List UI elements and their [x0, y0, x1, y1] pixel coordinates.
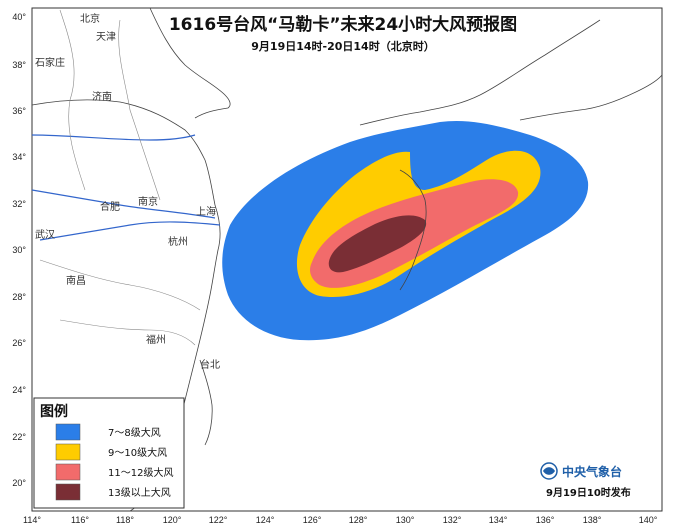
legend-swatch-11-12	[55, 463, 81, 481]
agency-block: 中央气象台 9月19日10时发布	[540, 462, 631, 499]
city-label: 济南	[92, 90, 112, 103]
cma-logo-icon	[540, 462, 558, 480]
zone-13-plus	[328, 215, 427, 273]
lon-tick: 134°	[489, 515, 508, 525]
city-label: 台北	[200, 358, 220, 371]
legend-label: 9～10级大风	[108, 446, 167, 459]
city-label: 武汉	[35, 228, 55, 241]
lat-tick: 24°	[12, 385, 26, 395]
latitude-ticks: 40° 38° 36° 34° 32° 30° 28° 26° 24° 22° …	[12, 12, 26, 488]
lon-tick: 126°	[303, 515, 322, 525]
lat-tick: 40°	[12, 12, 26, 22]
legend-swatch-7-8	[55, 423, 81, 441]
lat-tick: 20°	[12, 478, 26, 488]
lat-tick: 28°	[12, 292, 26, 302]
lon-tick: 120°	[163, 515, 182, 525]
lat-tick: 38°	[12, 60, 26, 70]
lon-tick: 140°	[639, 515, 658, 525]
legend-label: 7～8级大风	[108, 426, 161, 439]
wind-zones	[222, 120, 589, 341]
lat-tick: 26°	[12, 338, 26, 348]
city-label: 北京	[80, 12, 100, 25]
lon-tick: 132°	[443, 515, 462, 525]
lat-tick: 30°	[12, 245, 26, 255]
lat-tick: 36°	[12, 106, 26, 116]
longitude-ticks: 114° 116° 118° 120° 122° 124° 126° 128° …	[23, 515, 658, 525]
city-label: 南昌	[66, 274, 86, 287]
lon-tick: 122°	[209, 515, 228, 525]
legend-swatch-13-plus	[55, 483, 81, 501]
rivers	[31, 134, 221, 241]
map-title: 1616号台风“马勒卡”未来24小时大风预报图	[169, 14, 517, 35]
lon-tick: 138°	[583, 515, 602, 525]
city-label: 石家庄	[35, 56, 65, 69]
legend-label: 11～12级大风	[108, 466, 173, 479]
city-label: 天津	[96, 31, 116, 43]
legend-label: 13级以上大风	[108, 486, 171, 499]
lat-tick: 22°	[12, 432, 26, 442]
city-labels: 北京 天津 石家庄 济南 合肥 南京 上海 武汉 杭州 南昌 福州 台北	[35, 12, 220, 371]
lat-tick: 32°	[12, 199, 26, 209]
legend: 图例 7～8级大风 9～10级大风 11～12级大风 13级以上大风	[33, 397, 185, 509]
lon-tick: 130°	[396, 515, 415, 525]
city-label: 杭州	[168, 235, 188, 248]
lon-tick: 124°	[256, 515, 275, 525]
map-subtitle: 9月19日14时-20日14时（北京时）	[251, 39, 434, 53]
legend-title: 图例	[40, 403, 68, 420]
lon-tick: 128°	[349, 515, 368, 525]
lon-tick: 116°	[71, 515, 89, 525]
lon-tick: 114°	[23, 515, 41, 525]
city-label: 福州	[146, 333, 166, 346]
lon-tick: 136°	[536, 515, 555, 525]
legend-swatch-9-10	[55, 443, 81, 461]
city-label: 上海	[196, 205, 216, 218]
province-boundaries	[39, 9, 201, 346]
publish-time: 9月19日10时发布	[546, 486, 631, 499]
agency-name: 中央气象台	[562, 464, 622, 479]
city-label: 合肥	[100, 200, 120, 213]
lon-tick: 118°	[116, 515, 134, 525]
lat-tick: 34°	[12, 152, 26, 162]
city-label: 南京	[138, 195, 158, 208]
